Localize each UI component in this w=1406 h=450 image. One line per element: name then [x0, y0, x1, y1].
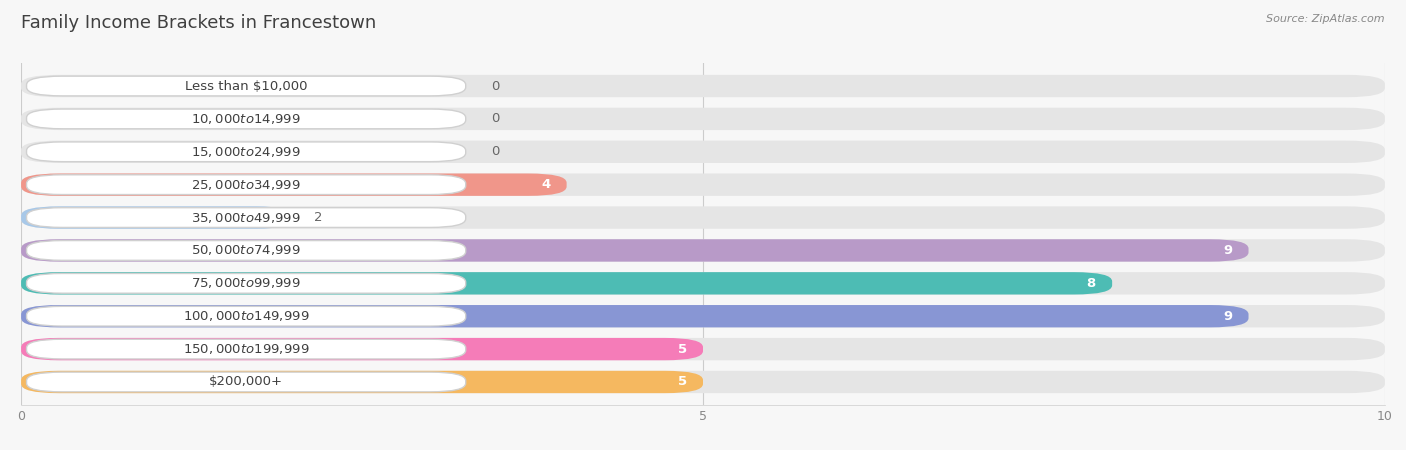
Text: Less than $10,000: Less than $10,000 — [184, 80, 308, 93]
Text: 0: 0 — [492, 80, 501, 93]
FancyBboxPatch shape — [21, 207, 294, 229]
Text: 9: 9 — [1223, 310, 1232, 323]
Text: $200,000+: $200,000+ — [209, 375, 283, 388]
FancyBboxPatch shape — [27, 109, 465, 129]
Text: 4: 4 — [541, 178, 550, 191]
FancyBboxPatch shape — [27, 306, 465, 326]
FancyBboxPatch shape — [21, 140, 1385, 163]
Text: 9: 9 — [1223, 244, 1232, 257]
FancyBboxPatch shape — [21, 75, 1385, 97]
Text: Family Income Brackets in Francestown: Family Income Brackets in Francestown — [21, 14, 377, 32]
Text: 5: 5 — [678, 375, 686, 388]
Text: 8: 8 — [1087, 277, 1095, 290]
FancyBboxPatch shape — [21, 305, 1249, 328]
FancyBboxPatch shape — [27, 142, 465, 162]
Text: $50,000 to $74,999: $50,000 to $74,999 — [191, 243, 301, 257]
Text: $15,000 to $24,999: $15,000 to $24,999 — [191, 145, 301, 159]
FancyBboxPatch shape — [21, 371, 1385, 393]
Text: 2: 2 — [315, 211, 323, 224]
Text: $10,000 to $14,999: $10,000 to $14,999 — [191, 112, 301, 126]
Text: $35,000 to $49,999: $35,000 to $49,999 — [191, 211, 301, 225]
FancyBboxPatch shape — [27, 339, 465, 359]
FancyBboxPatch shape — [21, 272, 1112, 294]
Text: $150,000 to $199,999: $150,000 to $199,999 — [183, 342, 309, 356]
FancyBboxPatch shape — [27, 274, 465, 293]
FancyBboxPatch shape — [27, 208, 465, 227]
FancyBboxPatch shape — [27, 241, 465, 260]
FancyBboxPatch shape — [21, 207, 1385, 229]
Text: 0: 0 — [492, 112, 501, 126]
FancyBboxPatch shape — [21, 371, 703, 393]
FancyBboxPatch shape — [27, 372, 465, 392]
FancyBboxPatch shape — [21, 272, 1385, 294]
FancyBboxPatch shape — [21, 239, 1385, 261]
Text: 0: 0 — [492, 145, 501, 158]
Text: $100,000 to $149,999: $100,000 to $149,999 — [183, 309, 309, 323]
Text: Source: ZipAtlas.com: Source: ZipAtlas.com — [1267, 14, 1385, 23]
FancyBboxPatch shape — [27, 175, 465, 194]
FancyBboxPatch shape — [21, 338, 1385, 360]
FancyBboxPatch shape — [21, 239, 1249, 261]
Text: $25,000 to $34,999: $25,000 to $34,999 — [191, 178, 301, 192]
Text: $75,000 to $99,999: $75,000 to $99,999 — [191, 276, 301, 290]
FancyBboxPatch shape — [21, 305, 1385, 328]
FancyBboxPatch shape — [27, 76, 465, 96]
FancyBboxPatch shape — [21, 174, 1385, 196]
Text: 5: 5 — [678, 342, 686, 356]
FancyBboxPatch shape — [21, 174, 567, 196]
FancyBboxPatch shape — [21, 108, 1385, 130]
FancyBboxPatch shape — [21, 338, 703, 360]
